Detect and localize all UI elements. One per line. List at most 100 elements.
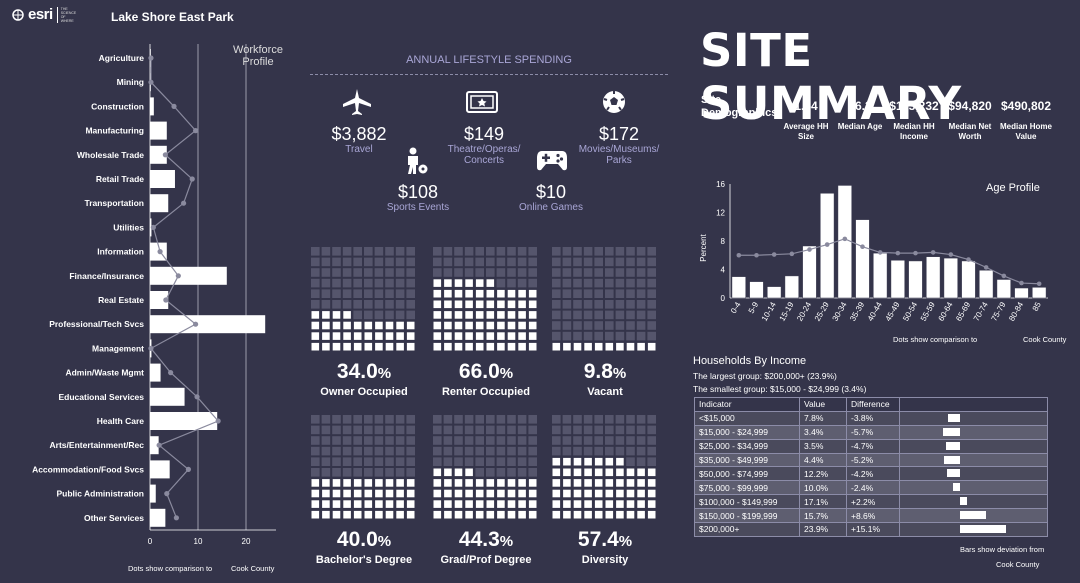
income-note-ref: Cook County xyxy=(996,560,1040,569)
comparison-dot xyxy=(966,257,971,262)
table-cell-value: 17.1% xyxy=(799,494,847,510)
spending-label: Movies/Museums/ Parks xyxy=(578,144,660,166)
deviation-cell xyxy=(899,494,1048,510)
comparison-dot xyxy=(171,103,177,109)
category-label: Real Estate xyxy=(98,295,144,305)
category-label: Wholesale Trade xyxy=(77,150,144,160)
waffle-value: 9.8 xyxy=(583,360,613,383)
waffle-label: Grad/Prof Degree xyxy=(440,554,532,566)
age-bar xyxy=(996,279,1011,299)
deviation-bar xyxy=(942,427,960,436)
spending-label: Online Games xyxy=(519,202,583,213)
deviation-bar xyxy=(960,497,967,506)
waffle-unit: % xyxy=(499,533,514,550)
workforce-bar xyxy=(150,291,169,309)
esri-logo: esri THE SCIENCE OF WHERE xyxy=(12,6,77,23)
y-tick-label: 16 xyxy=(716,180,725,189)
spending-amount: $3,882 xyxy=(331,124,387,144)
logo-tagline: THE SCIENCE OF WHERE xyxy=(56,6,77,23)
age-bar xyxy=(855,219,870,299)
table-row: $15,000 - $24,999 3.4% -5.7% xyxy=(694,424,1048,440)
x-tick-label: 10-14 xyxy=(760,300,778,323)
deviation-cell xyxy=(899,452,1048,468)
demo-value-income: $115,232 xyxy=(889,99,939,113)
comparison-dot xyxy=(148,55,154,61)
deviation-bar xyxy=(960,525,1007,534)
income-largest: The largest group: $200,000+ (23.9%) xyxy=(693,371,837,381)
workforce-chart: 0 10 20 Agriculture Mining Construction Manufa… xyxy=(32,44,276,546)
x-tick-label: 40-44 xyxy=(866,300,884,323)
comparison-dot xyxy=(860,244,865,249)
table-row: $200,000+ 23.9% +15.1% xyxy=(694,522,1048,537)
workforce-bar xyxy=(150,194,169,213)
table-cell-indicator: $150,000 - $199,999 xyxy=(694,508,800,524)
comparison-dot xyxy=(771,252,777,257)
spending-amount: $10 xyxy=(535,182,567,202)
table-cell-value: 3.5% xyxy=(799,438,847,454)
waffle-value: 66.0 xyxy=(458,360,500,383)
comparison-dot xyxy=(983,265,989,270)
logo-text: esri xyxy=(28,6,53,23)
comparison-dot xyxy=(736,252,742,258)
age-bar xyxy=(784,275,799,299)
table-cell-value: 15.7% xyxy=(799,508,847,524)
x-tick-label: 10 xyxy=(194,537,203,546)
category-label: Management xyxy=(92,343,144,353)
waffle-value: 44.3 xyxy=(458,528,500,551)
table-cell-value: 10.0% xyxy=(799,480,847,496)
age-bar xyxy=(731,276,746,299)
comparison-dot xyxy=(150,224,156,230)
waffle-percent: 44.3% xyxy=(431,528,541,552)
workforce-bar xyxy=(150,97,154,116)
category-label: Construction xyxy=(91,101,144,111)
comparison-dot xyxy=(842,236,848,242)
comparison-dot xyxy=(181,200,187,206)
x-tick-label: 60-64 xyxy=(937,300,955,323)
table-cell-indicator: <$15,000 xyxy=(694,410,800,426)
x-tick-label: 0 xyxy=(148,537,153,546)
waffle-grid xyxy=(433,247,538,352)
spending-label: Theatre/Operas/ Concerts xyxy=(447,144,521,166)
workforce-bar xyxy=(150,121,167,140)
table-cell-diff: -4.7% xyxy=(846,438,900,454)
category-label: Accommodation/Food Svcs xyxy=(32,464,144,474)
x-tick-label: 65-69 xyxy=(954,300,972,323)
category-label: Educational Services xyxy=(58,392,144,402)
waffle-percent: 9.8% xyxy=(550,360,660,384)
table-cell-value: 4.4% xyxy=(799,452,847,468)
comparison-dot xyxy=(157,249,163,255)
age-bar xyxy=(873,252,888,299)
deviation-cell xyxy=(899,480,1048,496)
deviation-cell xyxy=(899,424,1048,440)
table-cell-value: 23.9% xyxy=(799,522,847,537)
table-row: $25,000 - $34,999 3.5% -4.7% xyxy=(694,438,1048,454)
gamepad-icon xyxy=(536,148,568,177)
deviation-cell xyxy=(899,466,1048,482)
demo-label-median-age: Median Age xyxy=(837,122,883,131)
comparison-dot xyxy=(1019,280,1024,286)
deviation-bar xyxy=(945,441,960,450)
x-tick-label: 15-19 xyxy=(778,300,796,323)
workforce-bar xyxy=(150,218,152,237)
comparison-line xyxy=(150,58,220,519)
soccer-player-icon xyxy=(404,147,428,180)
table-row: $100,000 - $149,999 17.1% +2.2% xyxy=(694,494,1048,510)
demo-value-median-age: 36.2 xyxy=(848,99,872,113)
category-label: Mining xyxy=(117,77,144,87)
category-label: Health Care xyxy=(97,416,145,426)
table-cell-indicator: $25,000 - $34,999 xyxy=(694,438,800,454)
spending-sports: $108 Sports Events xyxy=(358,182,478,213)
age-profile-title: Age Profile xyxy=(986,182,1040,194)
age-bar xyxy=(1032,287,1047,299)
table-cell-indicator: $35,000 - $49,999 xyxy=(694,452,800,468)
category-label: Agriculture xyxy=(99,53,145,63)
comparison-dot xyxy=(189,176,195,182)
deviation-cell xyxy=(899,522,1048,537)
comparison-dot xyxy=(148,345,154,351)
x-tick-label: 20-24 xyxy=(795,300,813,323)
airplane-icon xyxy=(342,88,372,121)
spending-label: Sports Events xyxy=(386,202,450,213)
age-bar xyxy=(979,269,994,299)
waffle-label: Owner Occupied xyxy=(320,386,408,398)
comparison-dot xyxy=(754,252,759,258)
